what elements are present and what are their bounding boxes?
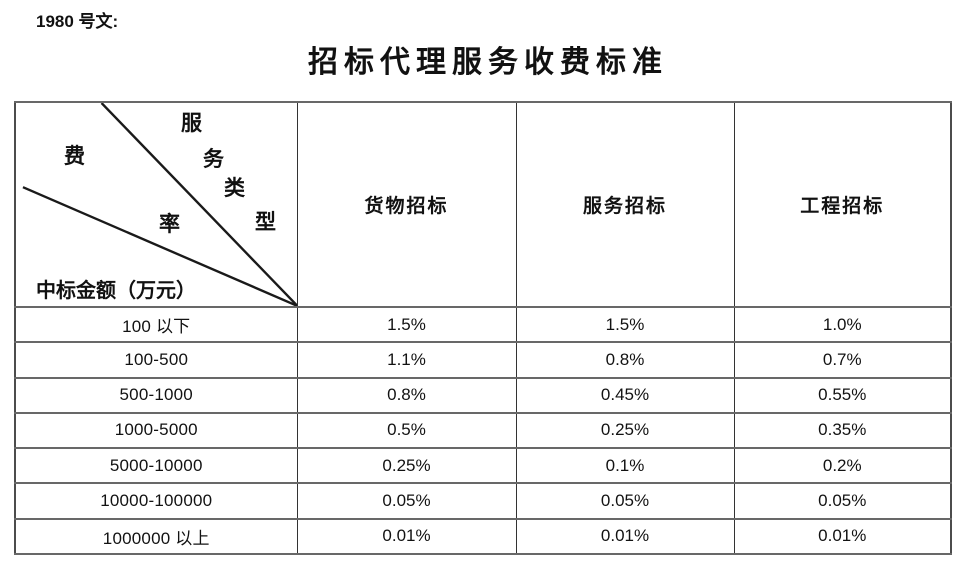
rate-cell: 1.5%	[296, 305, 517, 344]
service-type-char-1: 服	[181, 111, 202, 135]
rate-cell: 0.01%	[733, 517, 952, 556]
diagonal-divider-lines	[22, 104, 296, 305]
table-row: 1000000 以上 0.01% 0.01% 0.01%	[14, 517, 952, 556]
rate-cell: 0.55%	[733, 376, 952, 414]
amount-range-cell: 1000-5000	[14, 411, 298, 450]
rate-cell: 1.5%	[515, 305, 735, 344]
table-row: 5000-10000 0.25% 0.1% 0.2%	[14, 447, 952, 485]
rate-cell: 0.05%	[515, 482, 735, 520]
header-row: 费 率 服 务 类 型 中标金额（万元） 货物招标 服务招标 工程招标	[14, 101, 952, 308]
rate-cell: 0.5%	[296, 411, 517, 450]
rate-cell: 0.8%	[515, 341, 735, 379]
table-row: 100 以下 1.5% 1.5% 1.0%	[14, 305, 952, 344]
corner-header-cell: 费 率 服 务 类 型 中标金额（万元）	[14, 101, 298, 308]
rate-cell: 0.05%	[733, 482, 952, 520]
column-header: 货物招标	[296, 101, 517, 308]
fee-table: 费 率 服 务 类 型 中标金额（万元） 货物招标 服务招标 工程招标 100 以下…	[14, 101, 952, 556]
page-title: 招标代理服务收费标准	[308, 46, 668, 79]
rate-cell: 0.25%	[515, 411, 735, 450]
amount-range-cell: 10000-100000	[14, 482, 298, 520]
column-header: 工程招标	[733, 101, 952, 308]
amount-range-cell: 100-500	[14, 341, 298, 379]
doc-ref-label: 1980 号文:	[36, 12, 119, 31]
table-row: 500-1000 0.8% 0.45% 0.55%	[14, 376, 952, 414]
service-type-char-4: 型	[255, 210, 276, 234]
amount-range-cell: 1000000 以上	[14, 517, 298, 556]
rate-cell: 0.1%	[515, 447, 735, 485]
rate-cell: 0.01%	[515, 517, 735, 556]
fee-table-body: 100 以下 1.5% 1.5% 1.0% 100-500 1.1% 0.8% 0.7% 500…	[14, 305, 952, 556]
rate-cell: 0.2%	[733, 447, 952, 485]
rate-cell: 0.01%	[296, 517, 517, 556]
column-header: 服务招标	[515, 101, 735, 308]
table-row: 100-500 1.1% 0.8% 0.7%	[14, 341, 952, 379]
rate-cell: 0.45%	[515, 376, 735, 414]
rate-cell: 0.7%	[733, 341, 952, 379]
fee-rate-char-1: 费	[64, 144, 85, 168]
fee-rate-char-2: 率	[159, 212, 180, 236]
rate-cell: 0.05%	[296, 482, 517, 520]
table-row: 1000-5000 0.5% 0.25% 0.35%	[14, 411, 952, 450]
amount-range-cell: 100 以下	[14, 305, 298, 344]
rate-cell: 1.1%	[296, 341, 517, 379]
service-type-char-3: 类	[224, 176, 245, 200]
amount-range-cell: 5000-10000	[14, 447, 298, 485]
rate-cell: 0.25%	[296, 447, 517, 485]
amount-range-cell: 500-1000	[14, 376, 298, 414]
rate-cell: 0.35%	[733, 411, 952, 450]
amount-axis-label: 中标金额（万元）	[36, 280, 196, 302]
rate-cell: 1.0%	[733, 305, 952, 344]
table-row: 10000-100000 0.05% 0.05% 0.05%	[14, 482, 952, 520]
rate-cell: 0.8%	[296, 376, 517, 414]
service-type-char-2: 务	[203, 147, 224, 171]
